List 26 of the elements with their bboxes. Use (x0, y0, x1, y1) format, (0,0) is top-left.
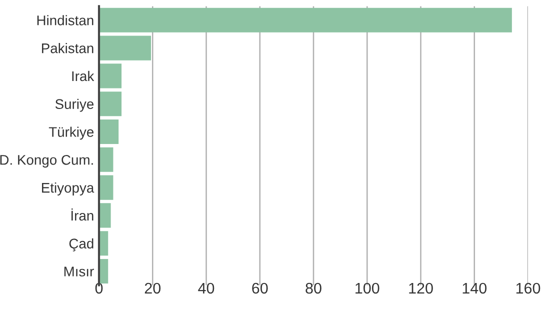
y-tick-label: İran (71, 208, 94, 221)
bar (99, 175, 114, 200)
y-tick-label: D. Kongo Cum. (0, 154, 93, 168)
y-tick-label: Pakistan (42, 43, 94, 54)
y-tick-label: Suriye (55, 98, 94, 112)
y-tick-label: Çad (69, 238, 94, 252)
y-tick-label: Türkiye (48, 126, 94, 140)
bar (99, 8, 512, 32)
bar (99, 147, 114, 172)
bar (99, 119, 119, 144)
x-tick-label: 60 (252, 282, 268, 294)
x-tick-label: 120 (409, 282, 433, 294)
y-tick-label: Mısır (64, 266, 94, 276)
x-tick-label: 40 (198, 282, 214, 294)
y-tick-label: Irak (72, 70, 94, 82)
y-tick-label: Etiyopya (42, 182, 94, 196)
x-tick-label: 100 (356, 282, 380, 294)
x-tick-label: 140 (462, 282, 487, 294)
bar (99, 64, 122, 88)
bar (99, 203, 111, 228)
x-tick-label: 20 (144, 282, 161, 294)
x-tick-label: 160 (516, 282, 540, 294)
x-tick-label: 80 (306, 282, 322, 294)
y-tick-label: Hindistan (37, 15, 94, 26)
bar (99, 92, 122, 116)
bar (99, 36, 152, 60)
